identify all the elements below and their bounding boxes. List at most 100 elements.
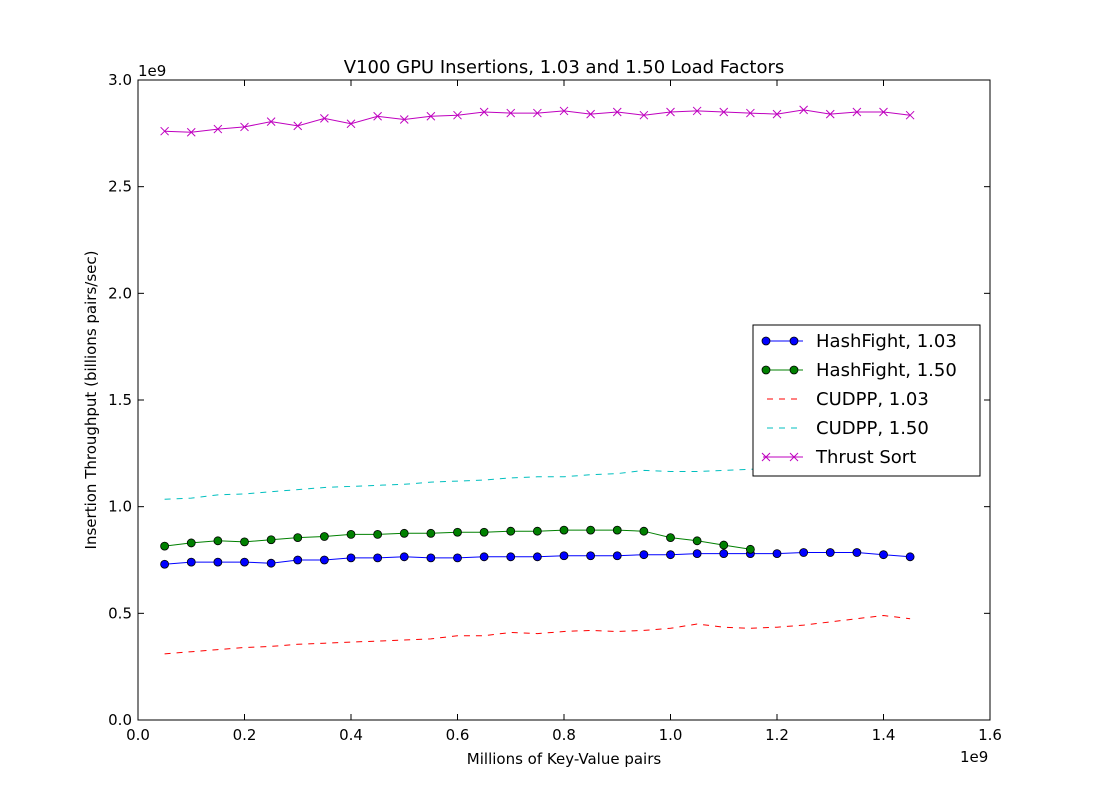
data-point (612, 525, 622, 535)
y-tick-label: 0.0 (108, 711, 132, 729)
data-point (639, 550, 649, 560)
x-tick-label: 1.6 (978, 726, 1002, 744)
data-point (692, 549, 702, 558)
data-point (293, 555, 303, 565)
data-point (453, 553, 462, 563)
x-tick-label: 0.6 (446, 726, 470, 744)
data-point (426, 528, 436, 538)
x-tick-label: 0.2 (233, 726, 257, 744)
data-point (905, 552, 915, 562)
data-point (213, 557, 223, 567)
data-point (586, 551, 596, 561)
data-point (240, 122, 249, 132)
y-tick-label: 0.5 (108, 604, 132, 622)
data-point (160, 541, 170, 551)
series-0 (160, 548, 915, 569)
data-point (426, 111, 436, 121)
data-point (532, 526, 542, 536)
data-point (612, 551, 622, 561)
y-tick-label: 2.5 (108, 178, 132, 196)
x-tick-label: 1.4 (872, 726, 896, 744)
data-point (399, 528, 409, 538)
data-point (825, 109, 835, 119)
y-tick-label: 3.0 (108, 71, 132, 89)
data-point (293, 121, 303, 131)
data-point (692, 536, 702, 546)
x-offset-label: 1e9 (960, 748, 988, 766)
x-axis-label: Millions of Key-Value pairs (467, 750, 662, 768)
data-point (799, 548, 809, 557)
data-point (772, 549, 782, 558)
data-point (240, 557, 249, 567)
y-offset-label: 1e9 (138, 62, 166, 80)
legend-label: Thrust Sort (815, 447, 916, 468)
data-point (186, 557, 196, 567)
legend-item: CUDPP, 1.03 (767, 389, 929, 410)
legend-marker (761, 336, 771, 346)
data-point (746, 108, 755, 118)
x-tick-label: 0.8 (552, 726, 576, 744)
data-point (373, 553, 383, 563)
data-point (479, 552, 489, 562)
data-point (479, 527, 489, 537)
data-point (799, 105, 808, 115)
data-point (852, 107, 862, 117)
data-point (240, 537, 249, 547)
data-point (213, 124, 223, 134)
data-point (186, 538, 196, 548)
legend-label: CUDPP, 1.03 (816, 389, 929, 410)
data-point (373, 530, 383, 539)
legend-marker (789, 336, 799, 346)
x-tick-label: 0.4 (339, 726, 363, 744)
series-line (164, 614, 911, 655)
data-point (506, 108, 516, 118)
legend-item: Thrust Sort (761, 447, 916, 468)
data-point (879, 107, 888, 117)
legend-marker (761, 365, 771, 375)
y-axis-label: Insertion Throughput (billions pairs/sec… (82, 251, 100, 550)
data-point (186, 127, 196, 137)
series-1 (160, 525, 755, 554)
data-point (346, 119, 356, 129)
legend-item: HashFight, 1.50 (761, 360, 957, 381)
legend-item: CUDPP, 1.50 (767, 418, 929, 439)
data-point (532, 552, 542, 562)
data-point (666, 550, 675, 560)
data-point (266, 535, 276, 545)
data-point (559, 551, 569, 561)
legend-item: HashFight, 1.03 (761, 331, 957, 352)
data-point (506, 552, 516, 562)
data-point (719, 107, 729, 117)
data-point (426, 553, 436, 563)
data-point (346, 553, 356, 563)
series-2 (164, 614, 911, 655)
y-tick-label: 1.5 (108, 391, 132, 409)
data-point (266, 117, 276, 126)
data-point (213, 536, 223, 546)
data-point (533, 108, 542, 118)
legend-box (752, 324, 981, 477)
data-point (692, 106, 702, 116)
data-point (399, 115, 409, 124)
data-point (905, 110, 915, 120)
legend-label: HashFight, 1.03 (816, 331, 957, 352)
data-point (852, 548, 862, 557)
data-point (559, 106, 569, 116)
data-point (453, 110, 462, 120)
data-point (479, 107, 489, 117)
data-point (825, 548, 835, 557)
data-point (719, 540, 729, 550)
data-point (346, 530, 356, 539)
data-point (639, 526, 649, 536)
data-point (293, 533, 303, 542)
legend-marker (761, 452, 771, 462)
legend-marker (789, 452, 799, 462)
chart-title: V100 GPU Insertions, 1.03 and 1.50 Load … (344, 57, 785, 78)
y-tick-label: 2.0 (108, 284, 132, 302)
data-point (506, 526, 516, 536)
data-point (160, 559, 170, 569)
x-tick-label: 1.0 (659, 726, 683, 744)
data-point (772, 109, 782, 119)
data-point (639, 110, 649, 120)
